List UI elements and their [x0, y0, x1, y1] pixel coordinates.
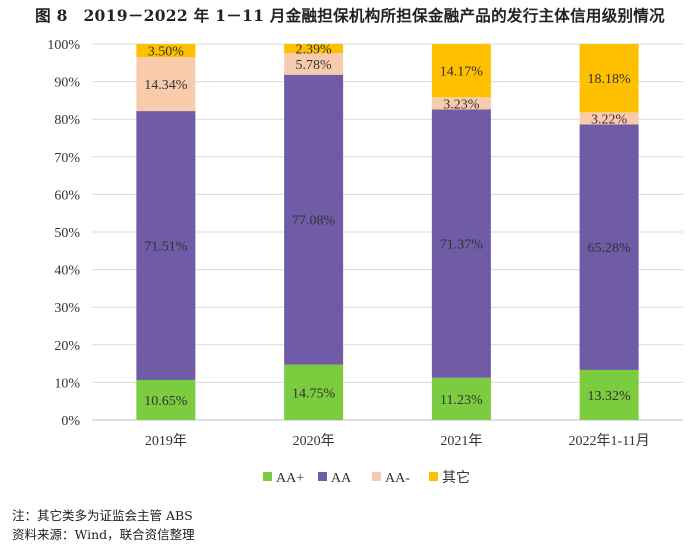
legend-swatch	[429, 472, 438, 481]
data-label: 2.39%	[296, 42, 333, 57]
bar-segment	[431, 97, 491, 110]
chart-title: 图 8 2019－2022 年 1－11 月金融担保机构所担保金融产品的发行主体…	[35, 6, 665, 25]
y-tick-label: 50%	[54, 226, 80, 241]
bar-segment	[284, 52, 344, 75]
bar-segment	[431, 44, 491, 98]
bar-segment	[284, 44, 344, 53]
bar-segment	[136, 379, 196, 420]
legend-label: AA+	[276, 471, 304, 486]
y-tick-label: 80%	[54, 113, 80, 128]
y-tick-label: 20%	[54, 339, 80, 354]
y-tick-label: 30%	[54, 301, 80, 316]
footnote: 注：其它类多为证监会主管 ABS	[12, 508, 193, 523]
data-label: 18.18%	[588, 72, 632, 87]
bar-segment	[284, 74, 344, 365]
bars: 10.65% 71.51% 14.34% 3.50% 14.75% 77.08% 5.78%…	[136, 42, 639, 420]
x-tick-label: 2021年	[440, 433, 482, 449]
x-tick-label: 2019年	[145, 433, 187, 449]
data-label: 77.08%	[292, 214, 336, 229]
data-label: 65.28%	[588, 241, 632, 256]
bar-segment	[136, 57, 196, 112]
bar-segment	[136, 44, 196, 58]
y-tick-label: 40%	[54, 264, 80, 279]
y-tick-label: 10%	[54, 376, 80, 391]
legend: AA+ AA AA- 其它	[263, 469, 470, 486]
y-tick-label: 90%	[54, 76, 80, 91]
y-tick-label: 100%	[47, 38, 80, 53]
legend-swatch	[263, 472, 272, 481]
data-label: 13.32%	[588, 389, 632, 404]
data-label: 14.17%	[440, 65, 484, 80]
bar-segment	[284, 364, 344, 420]
x-tick-label: 2022年1-11月	[569, 433, 650, 449]
bar-segment	[579, 44, 639, 113]
legend-label: 其它	[442, 469, 470, 486]
source-note: 资料来源：Wind，联合资信整理	[12, 527, 195, 542]
bar-segment	[431, 377, 491, 420]
data-label: 3.23%	[443, 97, 480, 112]
y-tick-label: 70%	[54, 151, 80, 166]
data-label: 14.34%	[144, 78, 188, 93]
legend-label: AA-	[385, 471, 410, 486]
data-label: 3.50%	[148, 45, 185, 60]
y-tick-label: 60%	[54, 188, 80, 203]
bar-segment	[579, 369, 639, 420]
bar-segment	[431, 109, 491, 378]
y-axis: 0% 10% 20% 30% 40% 50% 60% 70% 80% 90% 100%	[47, 38, 80, 429]
bar-segment	[579, 124, 639, 370]
y-tick-label: 0%	[61, 414, 80, 429]
data-label: 71.51%	[144, 240, 188, 255]
data-label: 71.37%	[440, 238, 484, 253]
x-axis: 2019年 2020年 2021年 2022年1-11月	[145, 433, 650, 449]
bar-segment	[579, 112, 639, 125]
data-label: 5.78%	[296, 58, 333, 73]
legend-swatch	[318, 472, 327, 481]
legend-swatch	[372, 472, 381, 481]
x-tick-label: 2020年	[293, 433, 335, 449]
data-label: 14.75%	[292, 386, 336, 401]
legend-label: AA	[331, 471, 352, 486]
bar-segment	[136, 111, 196, 380]
data-label: 10.65%	[144, 394, 188, 409]
data-label: 11.23%	[440, 393, 483, 408]
data-label: 3.22%	[591, 112, 628, 127]
